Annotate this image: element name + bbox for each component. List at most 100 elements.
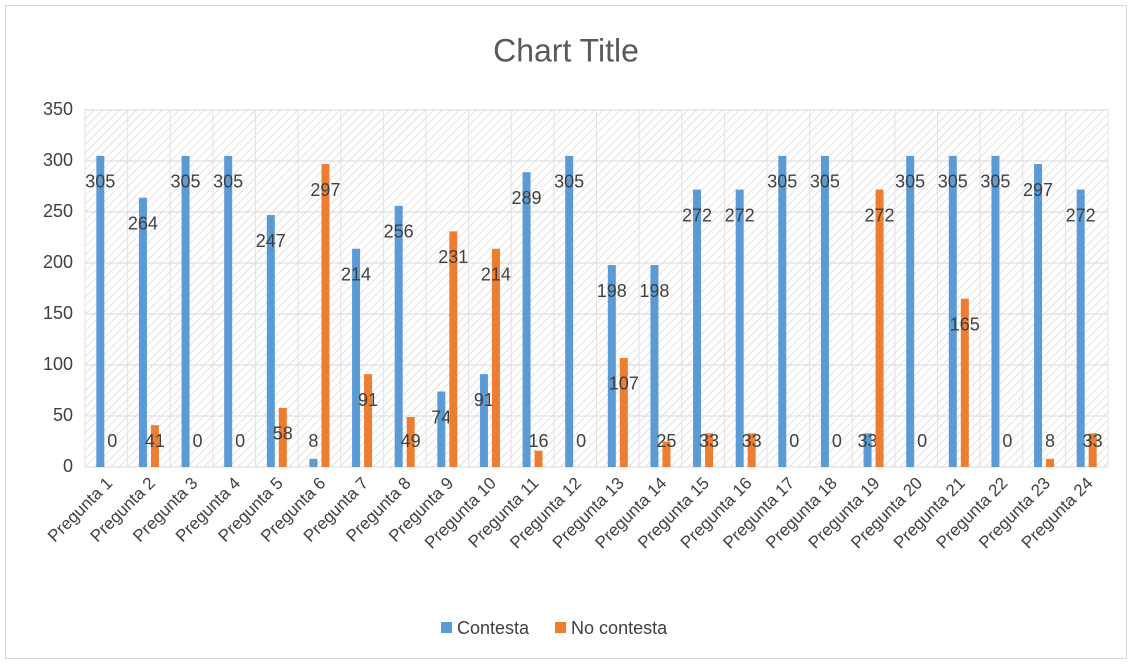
data-label: 305 (554, 172, 584, 192)
bar (309, 458, 318, 467)
data-label: 8 (308, 431, 318, 451)
bar (735, 189, 744, 467)
y-tick-label: 0 (63, 456, 73, 476)
data-label: 305 (767, 172, 797, 192)
bar (479, 374, 488, 467)
bar (662, 441, 671, 467)
legend-label: No contesta (571, 618, 668, 638)
bar (449, 231, 458, 467)
bar (948, 155, 957, 467)
data-label: 0 (107, 431, 117, 451)
bar (150, 425, 159, 467)
data-label: 272 (1066, 205, 1096, 225)
data-label: 165 (950, 314, 980, 334)
data-label: 272 (865, 205, 895, 225)
data-label: 198 (597, 281, 627, 301)
bar (607, 265, 616, 467)
data-label: 0 (1002, 431, 1012, 451)
data-label: 256 (384, 222, 414, 242)
bar (1046, 458, 1055, 467)
data-label: 0 (576, 431, 586, 451)
y-tick-label: 200 (43, 252, 73, 272)
y-tick-label: 100 (43, 354, 73, 374)
bar (619, 357, 628, 467)
data-label: 272 (725, 205, 755, 225)
bar (747, 433, 756, 467)
bar (266, 215, 275, 467)
data-label: 91 (474, 390, 494, 410)
y-tick-label: 150 (43, 303, 73, 323)
data-label: 264 (128, 213, 158, 233)
data-label: 305 (810, 172, 840, 192)
data-label: 305 (171, 172, 201, 192)
bar (960, 298, 969, 467)
y-tick-label: 250 (43, 201, 73, 221)
data-label: 297 (310, 180, 340, 200)
bar (1034, 164, 1043, 467)
data-label: 8 (1045, 431, 1055, 451)
bar (406, 417, 415, 467)
data-label: 198 (639, 281, 669, 301)
bar (394, 205, 403, 467)
data-label: 58 (273, 424, 293, 444)
data-label: 297 (1023, 180, 1053, 200)
data-label: 305 (938, 172, 968, 192)
data-label: 16 (529, 431, 549, 451)
data-label: 41 (145, 431, 165, 451)
data-label: 214 (481, 264, 511, 284)
data-label: 305 (895, 172, 925, 192)
bar (693, 189, 702, 467)
bar (321, 164, 330, 467)
data-label: 33 (699, 431, 719, 451)
data-label: 0 (789, 431, 799, 451)
data-label: 33 (858, 431, 878, 451)
data-label: 214 (341, 264, 371, 284)
data-label: 289 (512, 188, 542, 208)
bar (778, 155, 787, 467)
data-label: 25 (656, 431, 676, 451)
legend-label: Contesta (457, 618, 530, 638)
bar (352, 248, 361, 467)
data-label: 0 (832, 431, 842, 451)
bar (534, 450, 543, 467)
data-label: 305 (213, 172, 243, 192)
bar (437, 391, 446, 467)
legend-swatch (555, 622, 567, 633)
bar (1088, 433, 1097, 467)
y-tick-label: 50 (53, 405, 73, 425)
data-label: 33 (742, 431, 762, 451)
bar (906, 155, 915, 467)
data-label: 49 (401, 431, 421, 451)
bar (522, 172, 531, 467)
bar (705, 433, 714, 467)
bar (565, 155, 574, 467)
bar (181, 155, 190, 467)
chart-title: Chart Title (493, 32, 639, 68)
bar (138, 197, 147, 467)
bar (491, 248, 500, 467)
bar (863, 433, 872, 467)
y-tick-label: 350 (43, 99, 73, 119)
data-label: 74 (431, 407, 451, 427)
data-label: 247 (256, 231, 286, 251)
y-tick-label: 300 (43, 150, 73, 170)
data-label: 305 (85, 172, 115, 192)
data-label: 0 (917, 431, 927, 451)
data-label: 231 (438, 247, 468, 267)
legend-swatch (441, 622, 452, 633)
data-label: 91 (358, 390, 378, 410)
bar (224, 155, 233, 467)
bar (96, 155, 105, 467)
bar (278, 407, 287, 467)
data-label: 305 (980, 172, 1010, 192)
bar (650, 265, 659, 467)
data-label: 107 (609, 374, 639, 394)
data-label: 272 (682, 205, 712, 225)
bar (820, 155, 829, 467)
data-label: 33 (1083, 431, 1103, 451)
bar (991, 155, 1000, 467)
data-label: 0 (235, 431, 245, 451)
bar (364, 374, 373, 467)
data-label: 0 (193, 431, 203, 451)
